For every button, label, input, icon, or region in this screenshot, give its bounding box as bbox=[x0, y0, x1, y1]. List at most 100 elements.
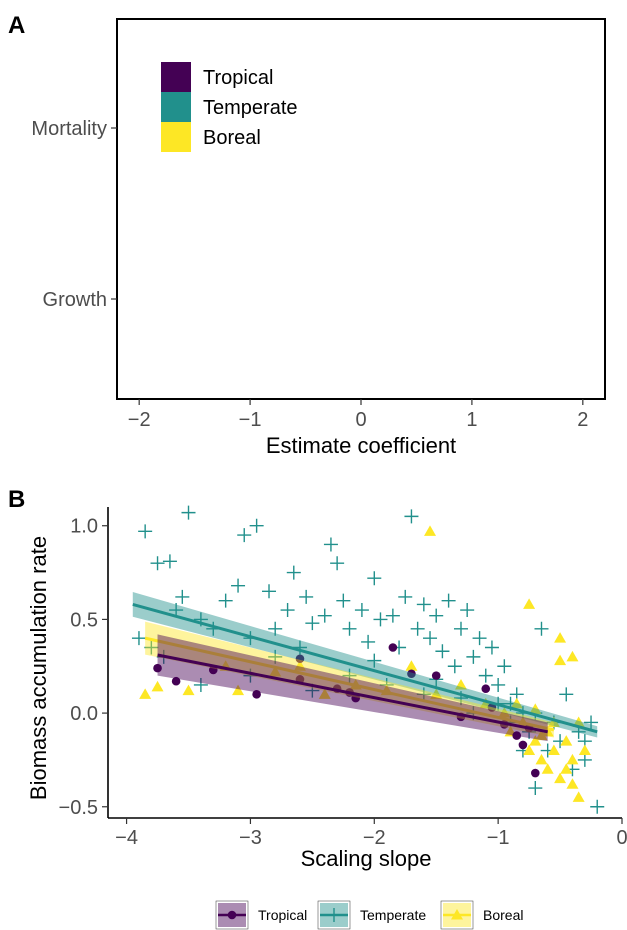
point-temperate bbox=[416, 597, 431, 612]
panel-b-scatter-chart: −4 −3 −2 −1 0 −0.5 0.0 0.5 1.0 bbox=[59, 505, 627, 849]
point-temperate bbox=[367, 571, 382, 586]
point-temperate bbox=[491, 677, 506, 692]
point-boreal bbox=[572, 791, 585, 802]
legend-key-marker bbox=[327, 908, 341, 922]
point-temperate bbox=[367, 653, 382, 668]
point-boreal bbox=[529, 735, 542, 746]
point-boreal bbox=[424, 525, 437, 536]
point-boreal bbox=[554, 632, 567, 643]
point-boreal bbox=[535, 729, 548, 741]
point-temperate bbox=[268, 649, 283, 664]
point-boreal bbox=[560, 735, 573, 746]
point-temperate bbox=[534, 621, 549, 636]
point-boreal bbox=[318, 688, 331, 699]
point-temperate bbox=[385, 608, 400, 623]
point-tropical bbox=[518, 740, 528, 750]
point-boreal bbox=[405, 660, 418, 671]
x-tick-label: −1 bbox=[487, 827, 510, 849]
point-temperate bbox=[354, 603, 369, 618]
legend-label-boreal: Boreal bbox=[203, 127, 261, 149]
point-boreal bbox=[139, 688, 152, 699]
point-temperate bbox=[472, 631, 487, 646]
point-boreal bbox=[510, 697, 523, 709]
x-tick-label: 0 bbox=[616, 827, 627, 849]
point-boreal bbox=[547, 716, 560, 727]
point-tropical bbox=[295, 654, 305, 664]
point-boreal bbox=[578, 744, 591, 756]
fit-line-boreal bbox=[144, 636, 555, 732]
point-tropical bbox=[512, 731, 522, 740]
point-tropical bbox=[487, 703, 497, 712]
point-temperate bbox=[398, 589, 413, 604]
point-tropical bbox=[388, 643, 398, 652]
point-boreal bbox=[566, 778, 579, 789]
legend-swatch-temperate bbox=[161, 92, 191, 122]
point-boreal bbox=[554, 654, 567, 666]
x-tick-label: −4 bbox=[115, 827, 138, 849]
fit-line-temperate bbox=[132, 602, 598, 734]
point-boreal bbox=[554, 772, 567, 784]
y-tick-label: 1.0 bbox=[70, 516, 98, 538]
point-temperate bbox=[342, 668, 357, 683]
point-boreal bbox=[560, 763, 573, 774]
point-tropical bbox=[407, 669, 416, 679]
point-temperate bbox=[323, 537, 338, 552]
y-tick-label: −0.5 bbox=[59, 797, 98, 819]
x-tick-label: −1 bbox=[239, 409, 262, 431]
point-temperate bbox=[280, 603, 295, 618]
point-temperate bbox=[528, 781, 543, 796]
point-temperate bbox=[193, 677, 208, 692]
point-temperate bbox=[231, 578, 246, 593]
point-boreal bbox=[529, 703, 542, 714]
point-boreal bbox=[151, 680, 164, 692]
point-temperate bbox=[175, 589, 190, 604]
point-tropical bbox=[252, 690, 261, 699]
panel-a-plot-frame bbox=[116, 18, 606, 400]
point-boreal bbox=[269, 665, 282, 677]
panel-a-label: A bbox=[8, 12, 25, 39]
point-temperate bbox=[181, 505, 196, 520]
point-temperate bbox=[317, 608, 332, 623]
panel-b-legend: Tropical Temperate Boreal bbox=[215, 900, 523, 930]
ci-band-tropical bbox=[157, 634, 548, 742]
point-boreal bbox=[523, 598, 536, 609]
point-boreal bbox=[535, 753, 548, 765]
x-tick-label: 2 bbox=[577, 409, 588, 431]
point-temperate bbox=[497, 659, 512, 674]
point-temperate bbox=[342, 621, 357, 636]
point-temperate bbox=[429, 608, 444, 623]
x-tick-label: −2 bbox=[363, 827, 386, 849]
legend-label-temperate: Temperate bbox=[360, 907, 426, 923]
point-boreal bbox=[541, 763, 554, 774]
point-boreal bbox=[454, 678, 467, 690]
point-temperate bbox=[373, 612, 388, 627]
point-boreal bbox=[498, 707, 511, 718]
point-temperate bbox=[441, 593, 456, 608]
point-boreal bbox=[547, 744, 560, 756]
panel-a-x-axis-title: Estimate coefficient bbox=[266, 433, 456, 458]
x-tick-label: 0 bbox=[355, 409, 366, 431]
point-temperate bbox=[404, 509, 419, 524]
point-temperate bbox=[478, 668, 493, 683]
x-tick-label: −2 bbox=[128, 409, 151, 431]
point-temperate bbox=[162, 554, 177, 569]
point-temperate bbox=[237, 528, 252, 543]
x-tick-label: 1 bbox=[466, 409, 477, 431]
point-temperate bbox=[299, 589, 314, 604]
point-tropical bbox=[153, 663, 162, 673]
point-temperate bbox=[218, 593, 233, 608]
point-temperate bbox=[460, 603, 475, 618]
legend-label-tropical: Tropical bbox=[258, 907, 307, 923]
point-temperate bbox=[150, 556, 165, 571]
point-temperate bbox=[559, 687, 574, 702]
point-temperate bbox=[447, 659, 462, 674]
legend-key-marker bbox=[451, 909, 463, 920]
point-temperate bbox=[144, 640, 159, 655]
point-temperate bbox=[466, 649, 481, 664]
point-boreal bbox=[293, 660, 306, 671]
point-temperate bbox=[410, 621, 425, 636]
y-category-label: Mortality bbox=[31, 118, 107, 140]
y-category-label: Growth bbox=[43, 289, 107, 311]
point-temperate bbox=[268, 621, 283, 636]
